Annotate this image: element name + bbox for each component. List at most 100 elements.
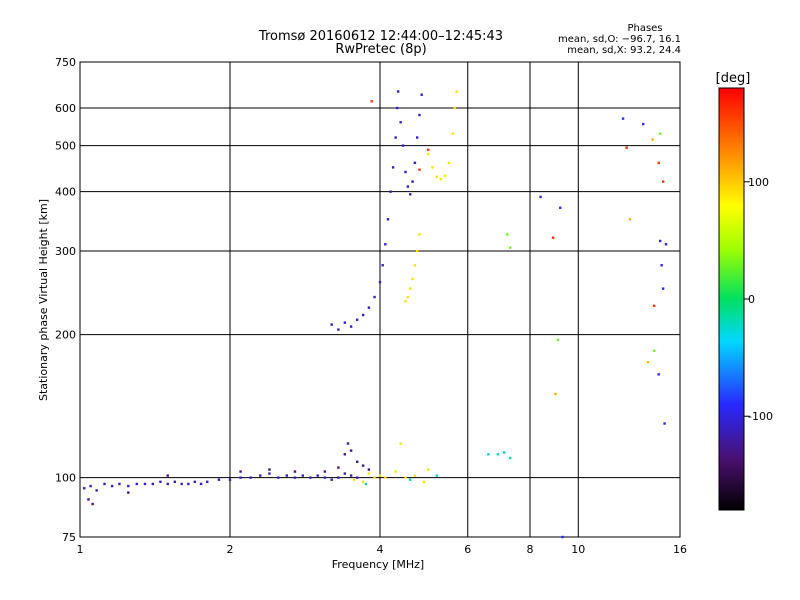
data-point <box>621 117 625 120</box>
data-point <box>118 482 121 486</box>
axis-ticks: 1 2 4 6 8 10 16 75 100 200 300 400 500 600 750 <box>55 56 687 556</box>
data-point <box>349 474 353 477</box>
data-points <box>83 90 668 539</box>
data-point <box>309 476 312 479</box>
data-point <box>103 482 106 486</box>
data-point <box>95 489 98 492</box>
data-point <box>418 233 421 236</box>
data-point <box>337 328 340 331</box>
data-point <box>404 476 407 479</box>
data-point <box>451 132 455 135</box>
data-point <box>346 442 350 445</box>
x-tick-label: 8 <box>527 543 534 556</box>
data-point <box>166 474 169 477</box>
data-point <box>502 451 506 454</box>
data-point <box>239 470 242 473</box>
data-point <box>268 468 271 471</box>
x-tick-label: 6 <box>464 543 471 556</box>
data-point <box>657 161 660 165</box>
data-point <box>349 449 353 452</box>
data-point <box>395 106 399 110</box>
data-point <box>301 474 305 477</box>
data-point <box>394 136 397 139</box>
x-tick-label: 16 <box>673 543 687 556</box>
data-point <box>642 122 645 126</box>
data-point <box>551 236 555 239</box>
data-point <box>427 152 430 156</box>
data-point <box>323 476 327 479</box>
data-point <box>337 476 340 479</box>
data-point <box>228 478 232 481</box>
data-point <box>249 476 252 479</box>
data-point <box>361 480 365 484</box>
data-point <box>384 243 387 246</box>
data-point <box>658 239 662 243</box>
data-point <box>127 491 130 494</box>
data-point <box>337 466 340 469</box>
chart-subtitle: RwPretec (8p) <box>335 42 426 57</box>
data-point <box>151 482 155 486</box>
data-point <box>661 287 665 290</box>
data-point <box>330 478 333 481</box>
data-point <box>539 195 542 199</box>
data-point <box>427 468 430 471</box>
data-point <box>349 325 353 328</box>
x-tick-label: 4 <box>377 543 384 556</box>
data-point <box>652 304 656 308</box>
data-point <box>443 174 447 177</box>
data-point <box>391 166 395 169</box>
data-point <box>343 321 347 324</box>
data-point <box>373 476 376 479</box>
data-point <box>411 180 414 183</box>
data-point <box>415 249 419 253</box>
x-axis-label: Frequency [MHz] <box>332 558 424 571</box>
data-point <box>660 264 663 267</box>
data-point <box>413 264 417 267</box>
y-tick-label: 750 <box>55 56 76 69</box>
data-point <box>384 476 387 479</box>
y-tick-label: 100 <box>55 472 76 485</box>
data-point <box>83 487 86 490</box>
data-point <box>187 482 190 486</box>
data-point <box>159 480 162 484</box>
data-point <box>406 185 410 188</box>
data-point <box>427 148 430 152</box>
x-tick-label: 2 <box>227 543 234 556</box>
data-point <box>418 113 421 117</box>
colorbar-label: [deg] <box>716 71 751 86</box>
data-point <box>422 480 426 484</box>
phases-heading: Phases <box>627 23 662 34</box>
y-tick-label: 300 <box>55 245 76 258</box>
data-point <box>381 264 384 267</box>
data-point <box>559 206 562 209</box>
data-point <box>508 246 512 249</box>
data-point <box>143 482 147 486</box>
data-point <box>409 193 412 196</box>
data-point <box>343 453 347 456</box>
data-point <box>657 373 660 376</box>
data-point <box>293 476 297 479</box>
colorbar-tick-label: -100 <box>748 410 773 423</box>
data-point <box>135 482 138 486</box>
data-point <box>435 175 438 178</box>
data-point <box>651 138 654 141</box>
data-point <box>496 453 500 456</box>
colorbar <box>718 87 745 511</box>
data-point <box>89 484 92 488</box>
data-point <box>361 313 365 317</box>
data-point <box>455 90 458 93</box>
data-point <box>411 277 414 281</box>
data-point <box>373 295 376 299</box>
data-point <box>394 470 397 473</box>
x-tick-label: 1 <box>77 543 84 556</box>
y-tick-label: 200 <box>55 329 76 342</box>
data-point <box>406 295 410 299</box>
data-point <box>561 535 564 539</box>
data-point <box>180 482 183 486</box>
data-point <box>361 464 365 467</box>
data-point <box>389 190 392 193</box>
phases-o-line: mean, sd,O: −96.7, 16.1 <box>558 34 681 45</box>
data-point <box>330 323 333 326</box>
data-point <box>127 484 130 488</box>
